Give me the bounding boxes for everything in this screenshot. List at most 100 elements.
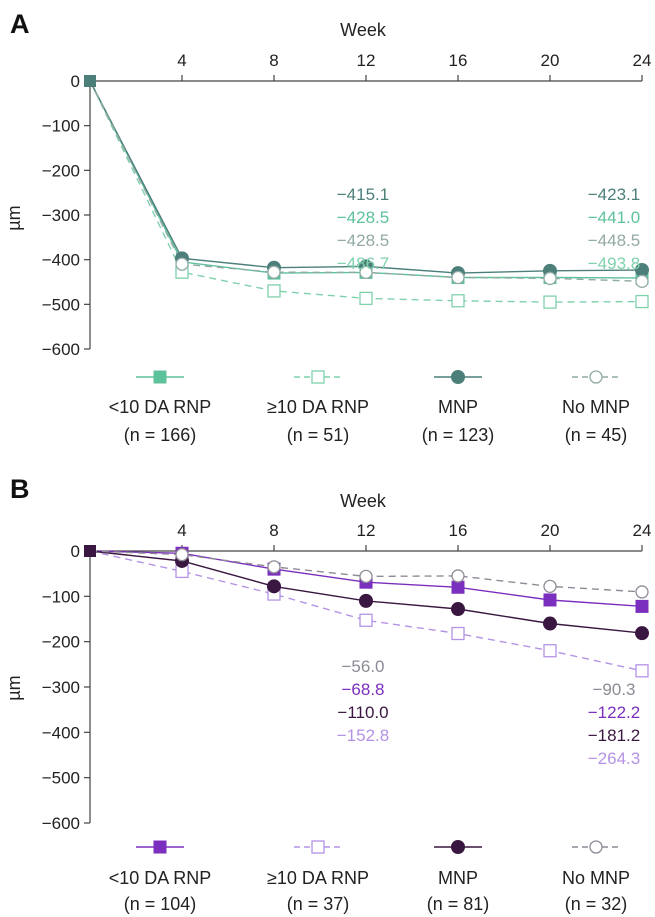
panel-a-data-point [175,257,189,271]
panel-b-data-label: −152.8 [337,726,389,745]
panel-b-legend-n-2: (n = 81) [427,894,490,914]
panel-a-data-point [359,265,373,280]
panel-a-x-tick-label: 4 [177,51,186,70]
panel-b-y-axis-title: µm [4,675,24,700]
panel-b-x-tick-label: 20 [541,521,560,540]
panel-a-y-tick-label: −600 [42,340,80,359]
panel-b-chart: B Week µm 4 8 12 16 20 24 0 −100 −200 −300 −400 −50… [4,474,651,914]
panel-b-legend-label-0: <10 DA RNP [109,868,212,888]
panel-b-y-tick-label: −100 [42,587,80,606]
panel-a-data-point [635,274,649,288]
panel-b-data-point [451,580,465,594]
panel-b-y-tick-label: −200 [42,633,80,652]
panel-b-data-point [267,579,281,594]
panel-b-data-point [543,593,557,607]
panel-a-data-label: −415.1 [337,185,389,204]
panel-b-legend-marker-1 [311,840,325,854]
panel-a-legend-marker-0 [153,370,167,384]
panel-b-data-point [635,626,649,641]
panel-a-y-tick-label: −300 [42,206,80,225]
panel-b-data-point [267,560,281,574]
panel-a-x-tick-label: 8 [269,51,278,70]
panel-b-origin-point [84,545,96,557]
panel-b-legend-label-1: ≥10 DA RNP [267,868,369,888]
panel-a-data-point [635,294,649,309]
panel-b-data-point [359,593,373,608]
panel-b-data-point [635,664,649,678]
panel-a-data-point [451,294,465,308]
panel-a-legend-marker-3 [589,370,603,384]
panel-b-series-line-1 [89,550,643,672]
panel-a-letter: A [10,9,30,39]
panel-b-data-label: −181.2 [588,726,640,745]
panel-a-data-point [359,291,373,306]
panel-b-legend-n-1: (n = 37) [287,894,350,914]
panel-b-legend-marker-2 [451,840,465,854]
panel-a-y-tick-label: −500 [42,295,80,314]
panel-a-chart: A Week µm 4 8 12 16 20 24 0 −100 −200 −300 −400 −50… [4,9,651,445]
panel-b-data-point [635,599,649,613]
panel-b-data-point [635,585,649,599]
panel-b-legend-label-3: No MNP [562,868,630,888]
panel-b-y-tick-label: −600 [42,814,80,833]
panel-b-x-tick-label: 12 [357,521,376,540]
panel-a-data-point [543,295,557,309]
panel-a-legend-label-2: MNP [438,397,478,417]
panel-b-x-tick-label: 4 [177,521,186,540]
panel-b-data-point [543,616,557,631]
panel-b-data-point [451,569,465,583]
panel-a-y-axis-title: µm [4,205,24,230]
panel-b-data-point [359,613,373,627]
panel-b-data-label: −90.3 [592,680,635,699]
panel-b-data-point [543,579,557,594]
panel-b-y-tick-label: 0 [71,542,80,561]
panel-b-data-label: −56.0 [341,657,384,676]
panel-b-legend-label-2: MNP [438,868,478,888]
panel-a-data-point [267,265,281,279]
panel-a-legend-n-0: (n = 166) [124,425,197,445]
panel-a-x-tick-label: 20 [541,51,560,70]
panel-b-data-label: −264.3 [588,749,640,768]
panel-a-data-label: −428.5 [337,231,389,250]
panel-b-x-axis-title: Week [340,491,387,511]
panel-a-data-label: −448.5 [588,231,640,250]
panel-a-y-tick-label: 0 [71,72,80,91]
panel-a-data-label: −428.5 [337,208,389,227]
panel-b-data-point [451,626,465,641]
panel-b-data-point [175,547,189,562]
panel-a-data-label: −486.7 [337,254,389,273]
panel-b-legend-marker-3 [589,840,603,854]
panel-a-legend-n-3: (n = 45) [565,425,628,445]
panel-a-series-line-3 [89,80,643,282]
panel-a-legend-label-1: ≥10 DA RNP [267,397,369,417]
panel-b-y-tick-label: −500 [42,769,80,788]
panel-b-data-label: −122.2 [588,703,640,722]
panel-b-data-point [543,644,557,658]
panel-a-data-label: −441.0 [588,208,640,227]
panel-b-x-tick-label: 24 [633,521,652,540]
panel-a-data-point [543,271,557,286]
panel-b-data-point [359,569,373,584]
panel-a-x-tick-label: 24 [633,51,652,70]
panel-b-legend-n-0: (n = 104) [124,894,197,914]
panel-b-data-label: −110.0 [337,703,388,722]
panel-b-x-tick-label: 16 [449,521,468,540]
panel-a-legend-n-1: (n = 51) [287,425,350,445]
panel-a-x-tick-label: 12 [357,51,376,70]
panel-a-data-point [267,284,281,298]
panel-a-data-label: −423.1 [588,185,640,204]
panel-a-legend-marker-2 [451,370,465,384]
panel-a-legend-n-2: (n = 123) [422,425,495,445]
panel-a-legend-marker-1 [311,370,325,384]
panel-a-y-tick-label: −100 [42,117,80,136]
panel-b-data-point [451,602,465,617]
panel-b-data-label: −68.8 [341,680,384,699]
panel-a-x-tick-label: 16 [449,51,468,70]
panel-a-x-axis-title: Week [340,20,387,40]
panel-b-letter: B [10,474,30,504]
panel-a-y-tick-label: −400 [42,251,80,270]
panel-a-y-tick-label: −200 [42,161,80,180]
panel-b-legend-n-3: (n = 32) [565,894,628,914]
panel-a-origin-point [84,75,96,87]
